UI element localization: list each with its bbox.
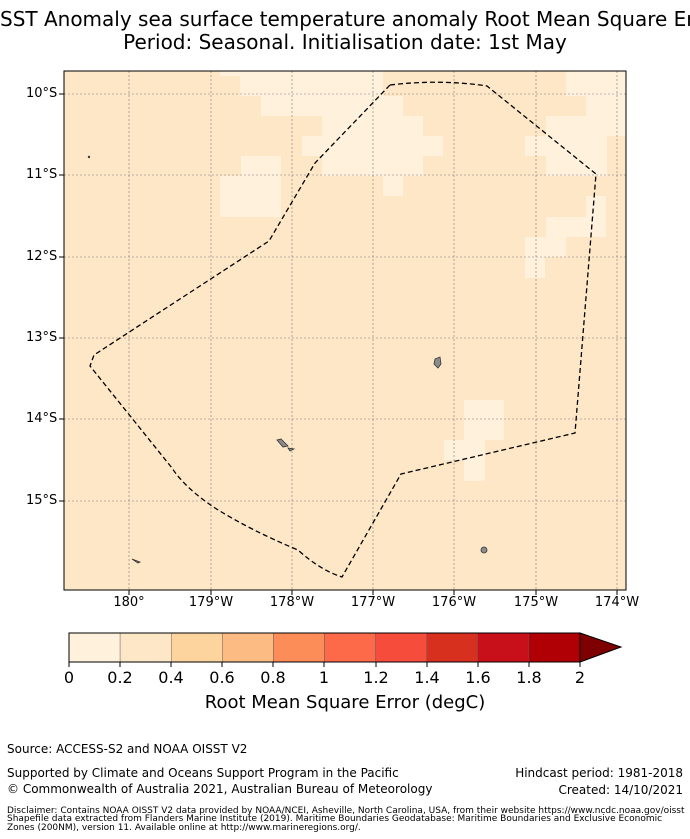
colorbar-cell — [477, 632, 530, 663]
source-text: Source: ACCESS-S2 and NOAA OISST V2 — [7, 742, 248, 756]
island — [480, 546, 488, 554]
colorbar-tick-label: 1 — [318, 668, 330, 687]
island — [433, 356, 442, 369]
disclaimer-line: Shapefile data extracted from Flanders M… — [7, 814, 663, 824]
colorbar-cell — [222, 632, 274, 663]
island — [287, 447, 296, 452]
eez-boundary — [89, 81, 597, 578]
disclaimer-line: Zones (200NM), version 11. Available onl… — [7, 823, 361, 833]
colorbar-tick-label: 1.2 — [363, 668, 389, 687]
colorbar-tick-label: 0.6 — [209, 668, 235, 687]
axis-ticks — [59, 93, 618, 595]
islands — [87, 155, 488, 564]
lon-label: 179°W — [188, 595, 234, 610]
lat-label: 13°S — [26, 330, 58, 345]
colorbar-tick-label: 1.4 — [414, 668, 440, 687]
island — [276, 438, 289, 448]
low-rmse-patches — [220, 71, 626, 481]
map-panel — [59, 70, 627, 595]
colorbar-cell — [324, 632, 376, 663]
colorbar — [68, 632, 623, 667]
lon-label: 175°W — [513, 595, 559, 610]
lon-label: 174°W — [594, 595, 640, 610]
supported-text: Supported by Climate and Oceans Support … — [7, 766, 399, 780]
colorbar-tick-label: 0.2 — [107, 668, 133, 687]
colorbar-tick-label: 1.8 — [516, 668, 542, 687]
hindcast-period: Hindcast period: 1981-2018 — [515, 766, 683, 780]
colorbar-tick-label: 0.8 — [260, 668, 286, 687]
lon-label: 177°W — [350, 595, 396, 610]
created-date: Created: 14/10/2021 — [558, 783, 683, 797]
lat-label: 14°S — [26, 411, 58, 426]
lon-label: 178°W — [269, 595, 315, 610]
colorbar-cell — [119, 632, 172, 663]
colorbar-extend-arrow — [579, 632, 623, 663]
lon-label: 180° — [113, 595, 145, 610]
map-title: SST Anomaly sea surface temperature anom… — [0, 8, 690, 31]
colorbar-tick-label: 2 — [574, 668, 586, 687]
lat-label: 10°S — [26, 86, 58, 101]
copyright-text: © Commonwealth of Australia 2021, Austra… — [7, 782, 433, 796]
lat-label: 12°S — [26, 249, 58, 264]
map-subtitle: Period: Seasonal. Initialisation date: 1… — [123, 31, 567, 54]
colorbar-cell — [170, 632, 223, 663]
disclaimer-line: Disclaimer: Contains NOAA OISST V2 data … — [7, 806, 685, 816]
colorbar-cell — [68, 632, 121, 663]
map-frame — [63, 70, 627, 591]
graticule — [64, 71, 626, 590]
colorbar-tick-label: 0.4 — [158, 668, 184, 687]
colorbar-cell — [426, 632, 479, 663]
lat-label: 15°S — [26, 493, 58, 508]
colorbar-tick-label: 0 — [63, 668, 75, 687]
island — [131, 558, 141, 564]
colorbar-cell — [528, 632, 581, 663]
island — [87, 155, 91, 159]
colorbar-ticks — [68, 662, 581, 667]
colorbar-label: Root Mean Square Error (degC) — [204, 692, 486, 713]
colorbar-cell — [273, 632, 325, 663]
lat-label: 11°S — [26, 167, 58, 182]
lon-label: 176°W — [431, 595, 477, 610]
colorbar-tick-label: 1.6 — [465, 668, 491, 687]
colorbar-cell — [375, 632, 427, 663]
